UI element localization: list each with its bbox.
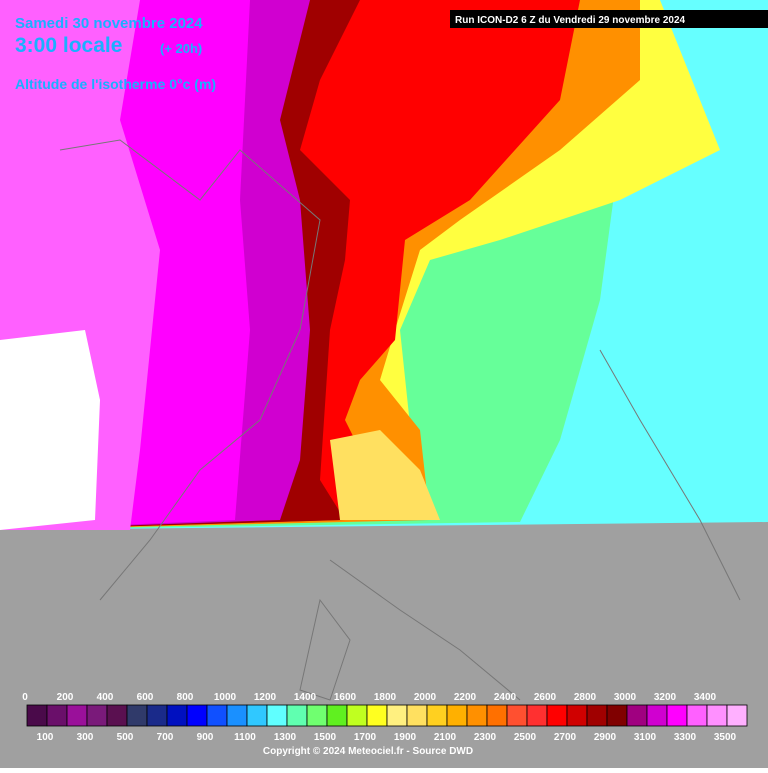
color-swatch <box>706 704 728 727</box>
scale-label: 2400 <box>494 692 517 703</box>
color-swatch <box>126 704 148 727</box>
run-box <box>450 10 768 28</box>
color-swatch <box>426 704 448 727</box>
run-info: Run ICON-D2 6 Z du Vendredi 29 novembre … <box>455 15 686 26</box>
scale-label: 1700 <box>354 732 377 743</box>
scale-label: 2600 <box>534 692 557 703</box>
scale-label: 2000 <box>414 692 437 703</box>
scale-label: 3500 <box>714 732 737 743</box>
color-swatch <box>46 704 68 727</box>
copyright: Copyright © 2024 Meteociel.fr - Source D… <box>263 746 473 757</box>
color-swatch <box>526 704 548 727</box>
color-swatch <box>386 704 408 727</box>
scale-label: 3400 <box>694 692 717 703</box>
color-swatch <box>226 704 248 727</box>
color-swatch <box>626 704 648 727</box>
color-swatch <box>686 704 708 727</box>
scale-label: 0 <box>22 692 28 703</box>
color-swatch <box>86 704 108 727</box>
color-swatch <box>666 704 688 727</box>
color-swatch <box>506 704 528 727</box>
color-swatch <box>606 704 628 727</box>
scale-label: 1600 <box>334 692 357 703</box>
lead-time: (+ 20h) <box>160 41 202 56</box>
scale-label: 1100 <box>234 732 256 743</box>
color-swatch <box>546 704 568 727</box>
scale-label: 1900 <box>394 732 417 743</box>
color-swatch <box>166 704 188 727</box>
scale-label: 1400 <box>294 692 317 703</box>
color-swatch <box>146 704 168 727</box>
date: Samedi 30 novembre 2024 <box>15 15 203 32</box>
scale-label: 2700 <box>554 732 577 743</box>
scale-label: 100 <box>37 732 54 743</box>
scale-label: 400 <box>97 692 114 703</box>
scale-label: 300 <box>77 732 94 743</box>
time: 3:00 locale <box>15 34 122 57</box>
scale-label: 2800 <box>574 692 597 703</box>
scale-label: 2500 <box>514 732 537 743</box>
scale-label: 700 <box>157 732 174 743</box>
scale-label: 1800 <box>374 692 397 703</box>
color-swatch <box>106 704 128 727</box>
isotherm-field <box>0 0 768 530</box>
scale-label: 3000 <box>614 692 637 703</box>
color-swatch <box>206 704 228 727</box>
scale-label: 3100 <box>634 732 657 743</box>
borders <box>59 139 741 701</box>
color-swatch <box>246 704 268 727</box>
coast <box>299 598 351 701</box>
scale-label: 2900 <box>594 732 617 743</box>
scale-label: 800 <box>177 692 194 703</box>
color-swatch <box>266 704 288 727</box>
color-swatch <box>366 704 388 727</box>
color-swatch <box>486 704 508 727</box>
color-swatch <box>446 704 468 727</box>
color-swatch <box>726 704 748 727</box>
color-swatch <box>346 704 368 727</box>
color-swatch <box>186 704 208 727</box>
scale-label: 1200 <box>254 692 277 703</box>
scale-label: 3200 <box>654 692 677 703</box>
color-swatch <box>566 704 588 727</box>
color-swatch <box>466 704 488 727</box>
scale-label: 1500 <box>314 732 337 743</box>
scale-label: 1300 <box>274 732 297 743</box>
color-swatch <box>26 704 48 727</box>
color-swatch <box>306 704 328 727</box>
parameter: Altitude de l'isotherme 0°c (m) <box>15 76 216 92</box>
scale-label: 2200 <box>454 692 477 703</box>
scale-label: 200 <box>57 692 74 703</box>
color-swatch <box>646 704 668 727</box>
color-swatch <box>66 704 88 727</box>
scale-label: 3300 <box>674 732 697 743</box>
scale-label: 900 <box>197 732 214 743</box>
color-scale: 0 100 200 300 400 500 600 700 800 900 1000 1100 1200… <box>22 692 748 743</box>
color-swatch <box>286 704 308 727</box>
scale-label: 600 <box>137 692 154 703</box>
zone <box>330 430 440 520</box>
scale-label: 2300 <box>474 732 497 743</box>
border <box>59 139 321 601</box>
color-swatch <box>326 704 348 727</box>
scale-label: 1000 <box>214 692 237 703</box>
scale-label: 2100 <box>434 732 457 743</box>
zone <box>0 330 100 530</box>
color-swatch <box>586 704 608 727</box>
border <box>329 349 741 701</box>
color-swatch <box>406 704 428 727</box>
scale-label: 500 <box>117 732 134 743</box>
